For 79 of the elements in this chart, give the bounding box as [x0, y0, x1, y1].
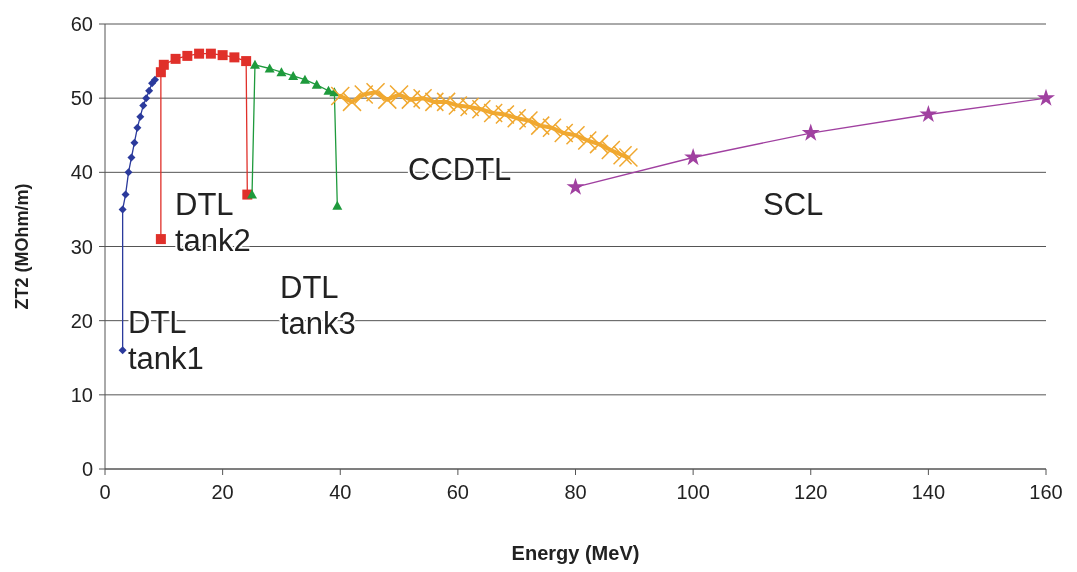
- point: [217, 50, 228, 61]
- y-tick-label: 50: [70, 87, 93, 110]
- point: [412, 88, 433, 108]
- point: [118, 346, 127, 355]
- point: [589, 134, 609, 154]
- point: [612, 145, 633, 166]
- point: [354, 84, 374, 105]
- point: [155, 234, 166, 245]
- point: [518, 110, 539, 131]
- point: [170, 53, 181, 64]
- point: [241, 56, 252, 67]
- x-tick-label: 40: [329, 481, 352, 503]
- point: [194, 48, 205, 59]
- point: [205, 48, 216, 59]
- point: [389, 84, 409, 105]
- point: [566, 177, 585, 195]
- point: [130, 138, 139, 147]
- point: [118, 205, 127, 214]
- point: [506, 108, 527, 128]
- point: [249, 59, 260, 69]
- series-label: SCL: [763, 187, 824, 222]
- point: [436, 92, 456, 112]
- point: [145, 86, 154, 95]
- point: [601, 140, 621, 160]
- point: [495, 104, 515, 125]
- point: [618, 147, 639, 168]
- y-tick-label: 0: [81, 458, 93, 480]
- point: [459, 97, 480, 117]
- point: [229, 52, 240, 63]
- point: [133, 123, 142, 132]
- point: [142, 94, 151, 103]
- y-axis-title: ZT2 (MOhm/m): [12, 183, 32, 310]
- x-axis-title: Energy (MeV): [511, 542, 640, 564]
- point: [365, 82, 386, 102]
- x-tick-label: 0: [99, 481, 111, 503]
- point: [121, 190, 130, 199]
- point: [565, 125, 586, 145]
- point: [577, 130, 598, 151]
- point: [247, 189, 258, 199]
- point: [919, 105, 938, 123]
- y-tick-label: 30: [70, 235, 93, 258]
- point: [530, 115, 550, 136]
- point: [553, 123, 574, 143]
- x-tick-label: 160: [1029, 481, 1063, 503]
- point: [311, 79, 322, 89]
- point: [424, 92, 445, 112]
- y-tick-label: 10: [70, 383, 93, 406]
- point: [136, 112, 145, 121]
- point: [264, 63, 275, 73]
- y-tick-label: 40: [70, 161, 93, 184]
- point: [342, 92, 362, 112]
- point: [377, 89, 398, 110]
- point: [542, 118, 562, 138]
- point: [158, 59, 169, 70]
- x-tick-label: 80: [564, 481, 587, 503]
- y-tick-label: 60: [70, 13, 93, 35]
- x-tick-label: 60: [446, 481, 469, 503]
- point: [288, 70, 299, 80]
- point: [1037, 88, 1055, 106]
- point: [332, 200, 343, 210]
- point: [330, 86, 350, 106]
- point: [448, 95, 468, 116]
- point: [276, 67, 287, 77]
- point: [471, 99, 492, 120]
- point: [124, 168, 133, 177]
- point: [684, 148, 703, 166]
- point: [801, 123, 820, 141]
- x-tick-label: 100: [676, 481, 710, 503]
- x-tick-label: 20: [211, 481, 234, 503]
- x-tick-label: 140: [911, 481, 946, 503]
- point: [483, 103, 503, 123]
- y-tick-label: 20: [70, 309, 93, 332]
- point: [299, 74, 310, 84]
- point: [127, 153, 136, 162]
- point: [139, 101, 148, 110]
- x-tick-label: 120: [794, 481, 828, 503]
- point: [182, 50, 193, 61]
- point: [401, 89, 421, 110]
- point: [150, 75, 159, 84]
